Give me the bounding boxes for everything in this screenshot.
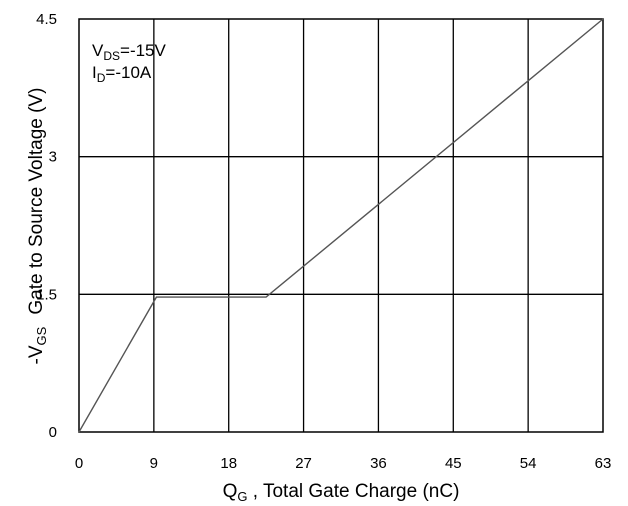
y-axis-label-prefix: -V — [26, 345, 47, 364]
annotation-id-rest: =-10A — [105, 63, 151, 82]
x-tick-label: 18 — [220, 455, 237, 472]
x-tick-label: 36 — [370, 455, 387, 472]
y-tick-label: 1.5 — [36, 286, 57, 303]
y-tick-label: 0 — [49, 424, 57, 441]
annotation-id-main: I — [92, 63, 97, 82]
x-tick-label: 63 — [595, 455, 612, 472]
plot-frame — [78, 18, 604, 433]
x-axis-label-sub: G — [237, 489, 247, 504]
x-tick-labels: 0 9 18 27 36 45 54 63 — [75, 455, 612, 472]
y-tick-labels: 0 1.5 3 4.5 — [36, 11, 57, 441]
series-group — [78, 18, 604, 433]
y-tick-label: 3 — [49, 149, 57, 166]
y-axis-label: -VGS Gate to Source Voltage (V) — [26, 88, 49, 365]
x-axis-label: QG , Total Gate Charge (nC) — [223, 481, 460, 504]
x-tick-label: 45 — [445, 455, 462, 472]
y-axis-label-sub: GS — [34, 326, 49, 345]
x-tick-label: 9 — [150, 455, 158, 472]
series-line — [78, 18, 604, 433]
x-tick-label: 54 — [520, 455, 537, 472]
annotation-vds-rest: =-15V — [120, 41, 166, 60]
y-tick-label: 4.5 — [36, 11, 57, 28]
x-axis-label-rest: , Total Gate Charge (nC) — [247, 481, 459, 502]
grid-lines — [79, 19, 603, 432]
annotation-vds-sub: DS — [103, 49, 120, 63]
y-axis-label-rest: Gate to Source Voltage (V) — [26, 88, 47, 315]
x-tick-label: 0 — [75, 455, 83, 472]
svg-text:ID=-10A: ID=-10A — [92, 63, 152, 85]
x-tick-label: 27 — [295, 455, 312, 472]
svg-text:VDS=-15V: VDS=-15V — [92, 41, 167, 63]
annotation-vds: VDS=-15V — [92, 41, 167, 63]
annotation-vds-main: V — [92, 41, 104, 60]
annotation-id: ID=-10A — [92, 63, 152, 85]
annotation-id-sub: D — [97, 71, 106, 85]
x-axis-label-main: Q — [223, 481, 238, 502]
